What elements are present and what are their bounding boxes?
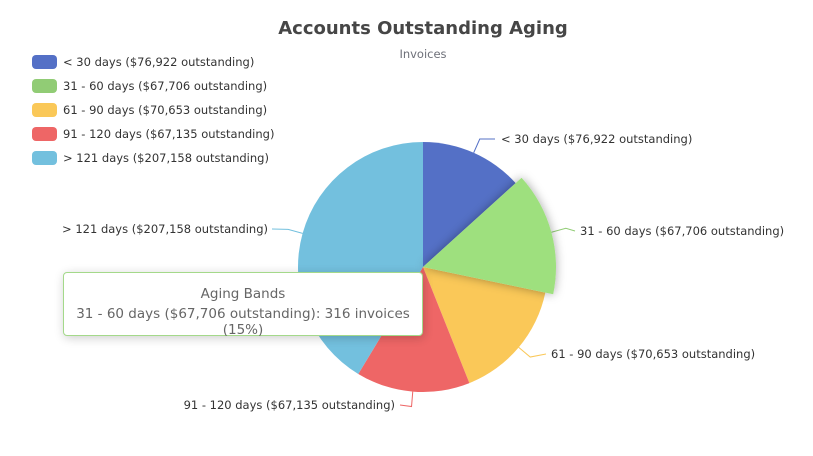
legend-swatch (32, 79, 57, 93)
slice-label: 31 - 60 days ($67,706 outstanding) (580, 224, 784, 238)
legend-item-61-90[interactable]: 61 - 90 days ($70,653 outstanding) (32, 98, 274, 122)
legend-item-lt30[interactable]: < 30 days ($76,922 outstanding) (32, 50, 274, 74)
legend-item-gt121[interactable]: > 121 days ($207,158 outstanding) (32, 146, 274, 170)
tooltip-body: 31 - 60 days ($67,706 outstanding): 316 … (76, 306, 410, 338)
legend-label: < 30 days ($76,922 outstanding) (63, 55, 255, 69)
label-line (399, 391, 414, 408)
slice-label: 91 - 120 days ($67,135 outstanding) (184, 398, 395, 412)
legend-swatch (32, 103, 57, 117)
chart-subtitle: Invoices (399, 47, 447, 61)
chart-title: Accounts Outstanding Aging (278, 18, 568, 39)
legend-item-31-60[interactable]: 31 - 60 days ($67,706 outstanding) (32, 74, 274, 98)
label-line (473, 138, 496, 153)
label-line (271, 228, 303, 234)
label-line (518, 347, 547, 358)
legend: < 30 days ($76,922 outstanding) 31 - 60 … (32, 50, 274, 170)
pie-slice[interactable] (423, 267, 546, 384)
slice-label: > 121 days ($207,158 outstanding) (62, 222, 268, 236)
slice-label: 61 - 90 days ($70,653 outstanding) (551, 347, 755, 361)
pie-slice[interactable] (423, 177, 556, 295)
legend-swatch (32, 55, 57, 69)
legend-label: 31 - 60 days ($67,706 outstanding) (63, 79, 268, 93)
legend-label: > 121 days ($207,158 outstanding) (63, 151, 269, 165)
legend-swatch (32, 127, 57, 141)
pie-slice[interactable] (423, 142, 516, 267)
legend-label: 61 - 90 days ($70,653 outstanding) (63, 103, 268, 117)
tooltip-title: Aging Bands (200, 286, 286, 302)
tooltip: Aging Bands 31 - 60 days ($67,706 outsta… (63, 272, 423, 338)
legend-swatch (32, 151, 57, 165)
legend-label: 91 - 120 days ($67,135 outstanding) (63, 127, 275, 141)
label-line (551, 227, 576, 233)
slice-label: < 30 days ($76,922 outstanding) (501, 132, 692, 146)
legend-item-91-120[interactable]: 91 - 120 days ($67,135 outstanding) (32, 122, 274, 146)
